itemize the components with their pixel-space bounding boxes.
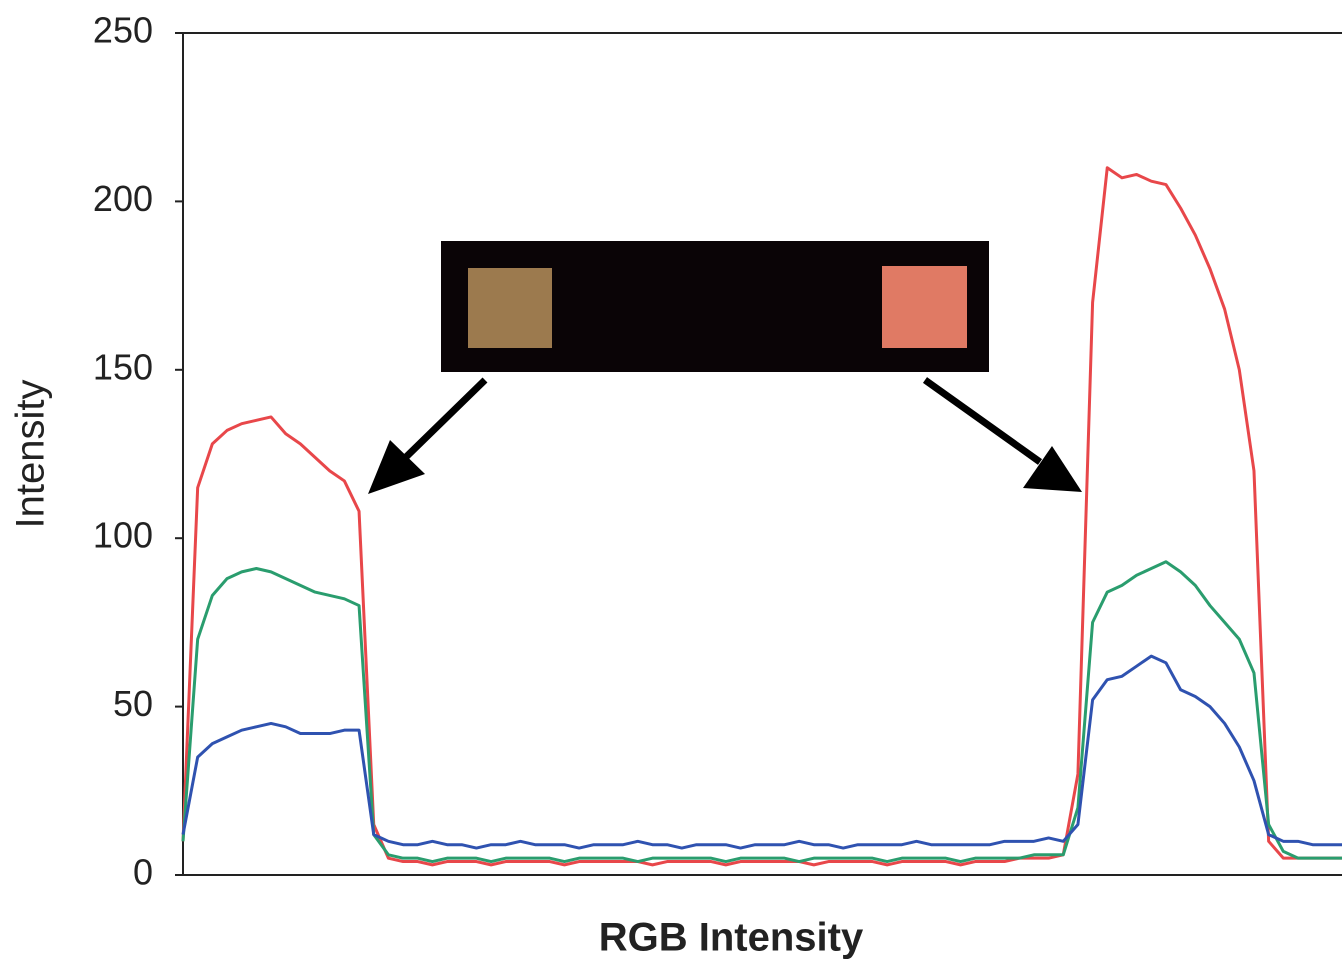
salmon-sample [882,266,967,348]
series-line [181,166,1342,867]
y-tick-label: 250 [93,10,153,51]
y-tick-label: 200 [93,178,153,219]
inset-photo [441,241,989,372]
series-line [181,560,1342,864]
arrow-head [368,440,425,494]
x-axis-title: RGB Intensity [599,916,864,960]
y-tick-label: 0 [133,852,153,893]
y-tick-label: 100 [93,515,153,556]
y-tick-label: 150 [93,346,153,387]
series-line [181,654,1342,850]
y-axis-title: Intensity [9,380,53,529]
arrows [368,377,1082,494]
arrow-head [1023,446,1082,492]
tan-sample [468,268,552,348]
plot-area: 0 50 100 150 200 250 [93,10,1342,893]
arrow-shaft [922,377,1043,465]
arrow-shaft [402,377,488,461]
y-tick-label: 50 [113,683,153,724]
